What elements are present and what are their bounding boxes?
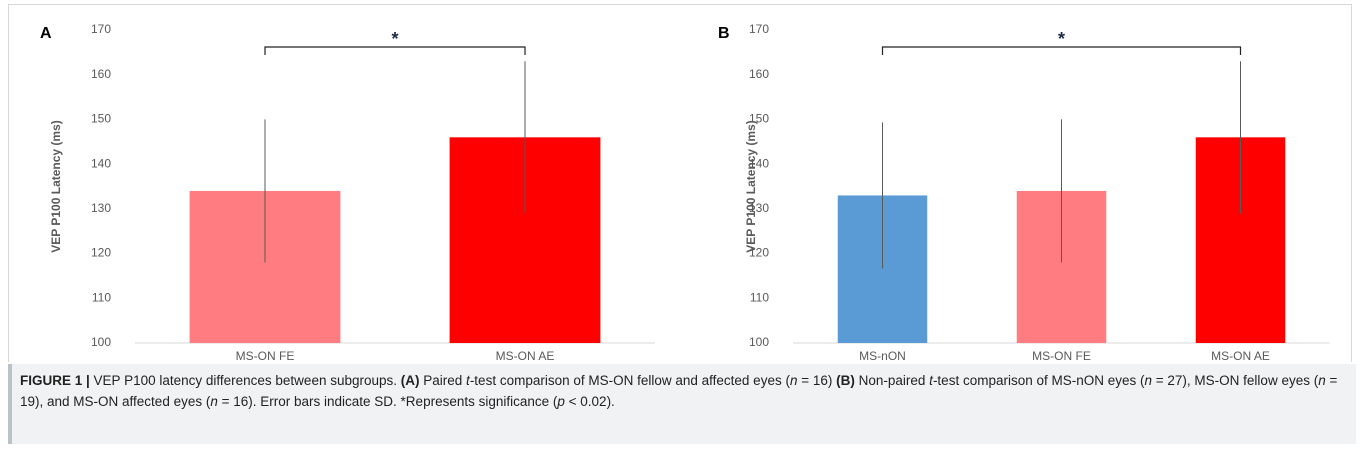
frame xyxy=(8,4,1352,362)
caption-part: -test comparison of MS-nON eyes ( xyxy=(932,373,1145,388)
y-tick-label: 170 xyxy=(91,22,111,36)
caption-part: (B) xyxy=(836,373,855,388)
caption-part: p xyxy=(557,394,565,409)
significance-label: * xyxy=(391,29,398,49)
y-tick-label: 130 xyxy=(91,201,111,215)
caption-part: t xyxy=(466,373,470,388)
caption-part: Paired xyxy=(419,373,467,388)
y-tick-label: 140 xyxy=(749,156,769,170)
chart-panel: B VEP P100 Latency (ms) 100 110 120 130 140 150… xyxy=(718,22,1330,362)
caption-part: = 27), MS-ON fellow eyes ( xyxy=(1152,373,1319,388)
y-tick-label: 150 xyxy=(749,112,769,126)
y-tick-label: 140 xyxy=(91,156,111,170)
caption-part: Non-paired xyxy=(854,373,930,388)
y-tick-label: 150 xyxy=(91,112,111,126)
x-tick-label: MS-ON FE xyxy=(1032,349,1091,362)
caption-part: n xyxy=(1144,373,1153,388)
caption: FIGURE 1 | VEP P100 latency differences … xyxy=(8,364,1356,444)
caption-part: = 16). Error bars indicate SD. *Represen… xyxy=(217,394,558,409)
caption-part: < 0.02). xyxy=(564,394,615,409)
x-tick-label: MS-ON AE xyxy=(496,349,555,362)
caption-part: (A) xyxy=(400,373,420,388)
y-tick-label: 100 xyxy=(91,335,111,349)
caption-part: = 19), and MS-ON affected eyes ( xyxy=(20,373,1338,409)
caption-part: VEP P100 latency differences between sub… xyxy=(89,373,401,388)
caption-part: n xyxy=(789,373,798,388)
caption-part: FIGURE 1 | xyxy=(20,373,90,388)
significance-bracket xyxy=(264,46,526,55)
x-tick-label: MS-nON xyxy=(859,349,906,362)
chart-panel: A VEP P100 Latency (ms) 100 110 120 130 140 150… xyxy=(40,22,655,362)
y-tick-label: 110 xyxy=(92,290,111,304)
y-tick-label: 100 xyxy=(749,335,769,349)
significance-bracket xyxy=(881,46,1242,55)
caption-part: n xyxy=(210,394,218,409)
y-tick-label: 110 xyxy=(750,290,769,304)
significance-label: * xyxy=(1058,29,1065,49)
x-tick-label: MS-ON FE xyxy=(236,349,295,362)
y-tick-label: 170 xyxy=(749,22,769,36)
y-tick-label: 120 xyxy=(749,246,769,260)
x-tick-label: MS-ON AE xyxy=(1211,349,1270,362)
y-tick-label: 160 xyxy=(91,67,111,81)
caption-part: -test comparison of MS-ON fellow and aff… xyxy=(469,373,790,388)
y-tick-label: 130 xyxy=(749,201,769,215)
y-tick-label: 160 xyxy=(749,67,769,81)
panel-label: B xyxy=(718,25,730,42)
panel-label: A xyxy=(40,25,52,42)
y-tick-label: 120 xyxy=(91,246,111,260)
caption-part: = 16) xyxy=(797,373,837,388)
caption-part: t xyxy=(929,373,933,388)
caption-part: n xyxy=(1318,373,1326,388)
figure: A VEP P100 Latency (ms) 100 110 120 130 140 150… xyxy=(8,4,1352,362)
y-axis-label: VEP P100 Latency (ms) xyxy=(744,120,758,253)
y-axis-label: VEP P100 Latency (ms) xyxy=(49,120,63,253)
